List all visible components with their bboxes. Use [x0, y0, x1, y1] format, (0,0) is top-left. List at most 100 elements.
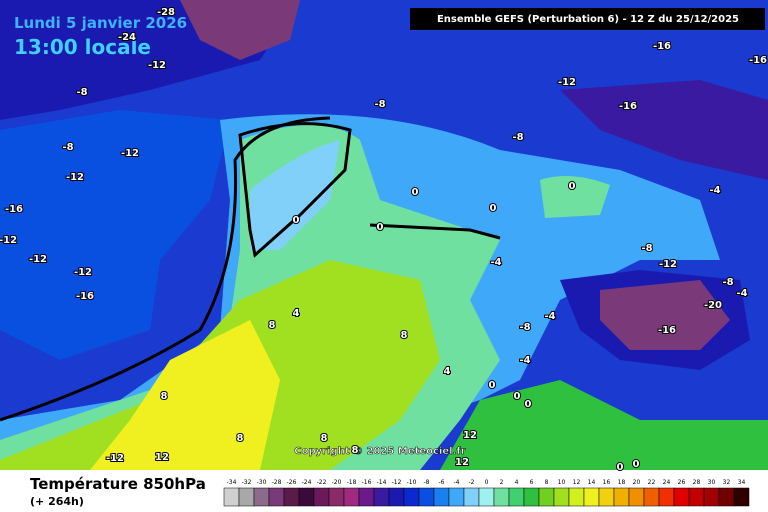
contour-label: -12 — [66, 172, 84, 183]
contour-label: -16 — [619, 101, 637, 112]
legend-label: 24 — [663, 479, 671, 486]
legend-label: 4 — [515, 479, 519, 486]
contour-label: 8 — [401, 330, 408, 341]
legend-swatch — [658, 487, 675, 507]
contour-label: 0 — [525, 399, 532, 410]
legend-swatch — [358, 487, 375, 507]
legend-swatch — [298, 487, 315, 507]
contour-label: 4 — [293, 308, 300, 319]
legend-swatch — [283, 487, 300, 507]
map-date: Lundi 5 janvier 2026 — [14, 14, 187, 32]
contour-label: 0 — [617, 462, 624, 473]
mild-area — [250, 140, 340, 250]
warm-area — [440, 380, 768, 470]
contour-label: 4 — [444, 366, 451, 377]
legend-label: 8 — [545, 479, 549, 486]
legend-label: -4 — [454, 479, 460, 486]
legend-label: -10 — [407, 479, 417, 486]
legend-label: -20 — [332, 479, 342, 486]
legend-swatch — [598, 487, 615, 507]
legend-label: 20 — [633, 479, 641, 486]
legend-label: 32 — [723, 479, 731, 486]
contour-label: -12 — [29, 254, 47, 265]
legend-label: -34 — [227, 479, 237, 486]
legend-swatch — [538, 487, 555, 507]
contour-label: 0 — [489, 380, 496, 391]
legend-label: -16 — [362, 479, 372, 486]
cold-core — [180, 0, 300, 60]
legend-swatch — [448, 487, 465, 507]
map-time: 13:00 locale — [14, 35, 151, 59]
legend-label: 14 — [588, 479, 596, 486]
legend-label: 12 — [573, 479, 581, 486]
contour-label: 0 — [377, 222, 384, 233]
contour-label: 8 — [237, 433, 244, 444]
legend-swatch — [403, 487, 420, 507]
contour-label: 8 — [352, 445, 359, 456]
model-box — [410, 8, 765, 30]
legend-label: -32 — [242, 479, 252, 486]
contour-label: -8 — [519, 322, 530, 333]
legend-label: 22 — [648, 479, 656, 486]
contour-label: -28 — [157, 7, 175, 18]
contour-label: -4 — [519, 355, 530, 366]
contour-label: 0 — [490, 203, 497, 214]
legend-label: 18 — [618, 479, 626, 486]
legend-swatch — [733, 487, 750, 507]
legend-label: 2 — [500, 479, 504, 486]
legend-label: -14 — [377, 479, 387, 486]
contour-label: 12 — [463, 430, 477, 441]
contour-label: 12 — [455, 457, 469, 468]
contour-label: -8 — [722, 277, 733, 288]
legend-label: -8 — [424, 479, 430, 486]
legend-swatch — [718, 487, 735, 507]
contour-label: 0 — [633, 459, 640, 470]
copyright: Copyright © 2025 Meteociel.fr — [294, 446, 465, 457]
zero-isotherm — [238, 122, 501, 258]
legend-swatch — [613, 487, 630, 507]
legend-swatch — [268, 487, 285, 507]
contour-label: -8 — [512, 132, 523, 143]
contour-label: -16 — [658, 325, 676, 336]
contour-label: 0 — [293, 215, 300, 226]
contour-label: 8 — [269, 320, 276, 331]
contour-label: -12 — [148, 60, 166, 71]
legend-swatch — [253, 487, 270, 507]
legend-label: -26 — [287, 479, 297, 486]
contour-label: -4 — [544, 311, 555, 322]
legend-swatch — [373, 487, 390, 507]
legend-label: -30 — [257, 479, 267, 486]
legend-swatch — [223, 487, 240, 507]
legend-label: -12 — [392, 479, 402, 486]
legend-label: 16 — [603, 479, 611, 486]
contour-label: -12 — [121, 148, 139, 159]
cold-area — [560, 80, 768, 180]
model-info: Ensemble GEFS (Perturbation 6) - 12 Z du… — [437, 14, 739, 25]
legend-swatch — [418, 487, 435, 507]
legend-label: 30 — [708, 479, 716, 486]
legend-swatch — [478, 487, 495, 507]
warm-area — [540, 176, 610, 218]
contour-label: 12 — [155, 452, 169, 463]
contour-label: -12 — [659, 259, 677, 270]
contour-label: -24 — [118, 32, 136, 43]
contour-label: -20 — [704, 300, 722, 311]
legend-swatch — [673, 487, 690, 507]
cold-core — [600, 280, 730, 350]
legend-swatch — [463, 487, 480, 507]
contour-line — [0, 116, 331, 422]
contour-label: -12 — [558, 77, 576, 88]
legend-label: -2 — [469, 479, 475, 486]
contour-label: -12 — [74, 267, 92, 278]
legend-swatch — [643, 487, 660, 507]
contour-label: -8 — [62, 142, 73, 153]
contour-label: -4 — [709, 185, 720, 196]
legend-label: -18 — [347, 479, 357, 486]
legend-swatch — [238, 487, 255, 507]
legend-label: 6 — [530, 479, 534, 486]
legend-swatch — [568, 487, 585, 507]
contour-label: -4 — [736, 288, 747, 299]
footer-title: Température 850hPa — [30, 475, 206, 493]
legend-swatch — [493, 487, 510, 507]
